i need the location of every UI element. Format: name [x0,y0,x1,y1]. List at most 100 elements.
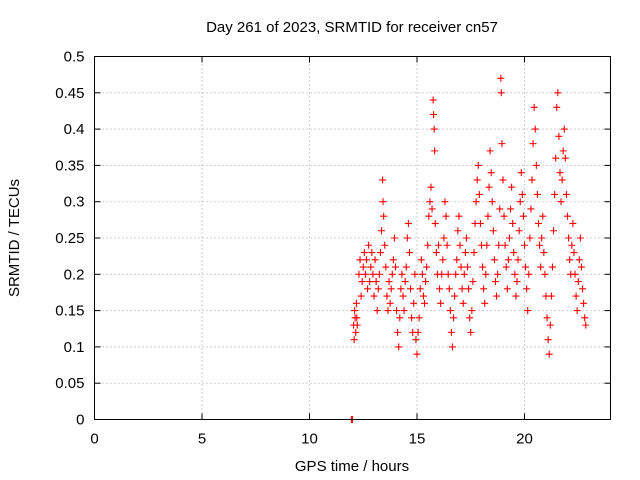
data-point [554,89,562,97]
data-point [515,227,523,235]
data-point [525,270,533,278]
data-point [456,241,464,249]
data-point [441,198,449,206]
data-point [533,190,541,198]
data-point [438,270,446,278]
data-point [376,249,384,257]
data-point [502,263,510,271]
data-point [568,241,576,249]
data-point [571,270,579,278]
data-point [423,263,431,271]
data-point [365,241,373,249]
data-point [353,321,361,329]
data-point [386,299,394,307]
data-point [364,285,372,293]
data-point [360,249,368,257]
y-tick-label: 0.45 [55,85,84,102]
data-point [432,249,440,257]
data-point [402,263,410,271]
data-point [455,212,463,220]
data-point [552,154,560,162]
data-point [497,74,505,82]
data-point [528,176,536,184]
data-point [537,263,545,271]
data-point [511,270,519,278]
data-point [461,249,469,257]
data-point [379,176,387,184]
data-point [419,292,427,300]
data-point [476,219,484,227]
data-point [470,249,478,257]
data-point [543,314,551,322]
data-point [371,256,379,264]
data-point [356,256,364,264]
data-point [408,314,416,322]
data-point [450,314,458,322]
y-tick-label: 0.05 [55,375,84,392]
data-point [437,299,445,307]
data-point [416,285,424,293]
data-point [564,212,571,220]
data-point [451,292,459,300]
data-point [452,270,460,278]
data-point [359,263,367,271]
data-point [411,270,419,278]
data-point [404,219,412,227]
data-point [458,285,466,293]
data-point [505,234,513,242]
data-point [531,125,539,133]
data-point [546,321,554,329]
y-tick-label: 0.3 [64,194,85,211]
data-point [440,234,448,242]
data-point [393,307,401,315]
data-point [353,314,361,322]
data-point [350,336,358,344]
data-point [529,140,537,148]
data-point [446,307,454,315]
data-point [375,270,383,278]
data-point [425,212,433,220]
data-point [486,147,494,155]
data-point [398,270,406,278]
data-point [532,161,540,169]
data-point [487,169,495,177]
data-point [481,299,489,307]
data-point [499,176,507,184]
data-point [559,147,567,155]
data-point [540,249,548,257]
y-tick-label: 0.25 [55,230,84,247]
data-point [378,227,386,235]
data-point [369,270,377,278]
data-point [553,103,561,111]
data-point [394,328,402,336]
data-point [372,278,380,286]
data-point [366,278,374,286]
y-tick-label: 0.35 [55,157,84,174]
data-point [479,263,487,271]
data-point [415,314,423,322]
data-point [401,278,409,286]
data-point [457,263,465,271]
data-point [412,336,420,344]
data-point [493,292,501,300]
data-point [368,249,376,257]
data-point [424,241,432,249]
x-tick-label: 20 [516,431,533,448]
data-point [577,263,585,271]
data-point [579,285,587,293]
data-point [460,270,468,278]
data-point [527,205,535,213]
data-point [439,256,447,264]
data-point [516,198,524,206]
data-point [421,299,429,307]
x-tick-label: 15 [409,431,426,448]
data-point [427,183,435,191]
data-point [358,278,366,286]
y-tick-label: 0.5 [64,49,85,66]
data-point [495,241,503,249]
data-point [403,234,411,242]
data-point [387,285,395,293]
data-point [355,270,363,278]
data-point [352,299,360,307]
